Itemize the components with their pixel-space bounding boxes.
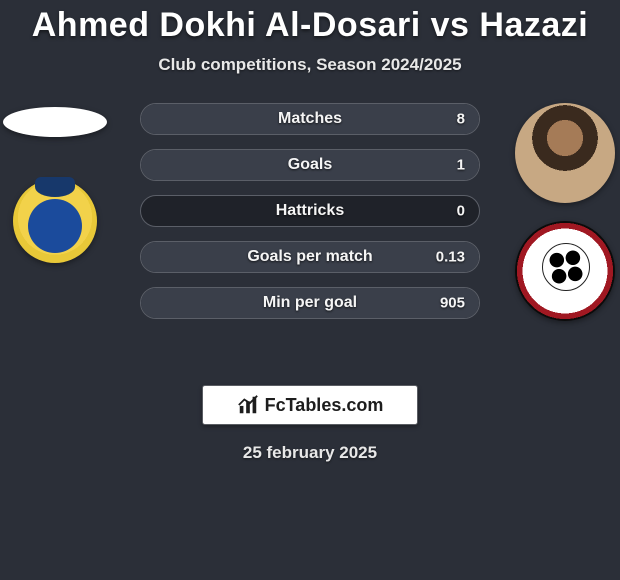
right-player-avatar [515,103,615,203]
chart-icon [237,394,259,416]
right-club-badge [515,221,615,321]
comparison-card: Ahmed Dokhi Al-Dosari vs Hazazi Club com… [0,0,620,463]
right-player-column [510,103,620,321]
stat-value-right: 0 [457,203,465,220]
stat-label: Goals per match [247,248,372,266]
stat-row: Matches 8 [140,103,480,135]
branding-box[interactable]: FcTables.com [202,385,418,425]
left-player-avatar [3,107,107,137]
stat-label: Matches [278,110,342,128]
stat-label: Min per goal [263,294,357,312]
season-subtitle: Club competitions, Season 2024/2025 [0,55,620,75]
stat-row: Hattricks 0 [140,195,480,227]
page-title: Ahmed Dokhi Al-Dosari vs Hazazi [0,6,620,45]
stats-list: Matches 8 Goals 1 Hattricks 0 Goals per match 0… [140,103,480,319]
stat-label: Goals [288,156,332,174]
left-club-badge [13,179,97,263]
stat-row: Goals per match 0.13 [140,241,480,273]
stat-label: Hattricks [276,202,344,220]
branding-text: FcTables.com [265,396,384,414]
left-player-column [0,103,110,263]
stat-value-right: 1 [457,157,465,174]
stat-row: Min per goal 905 [140,287,480,319]
comparison-main: Matches 8 Goals 1 Hattricks 0 Goals per match 0… [0,103,620,363]
stat-row: Goals 1 [140,149,480,181]
snapshot-date: 25 february 2025 [0,443,620,463]
stat-value-right: 8 [457,111,465,128]
stat-value-right: 0.13 [436,249,465,266]
stat-value-right: 905 [440,295,465,312]
